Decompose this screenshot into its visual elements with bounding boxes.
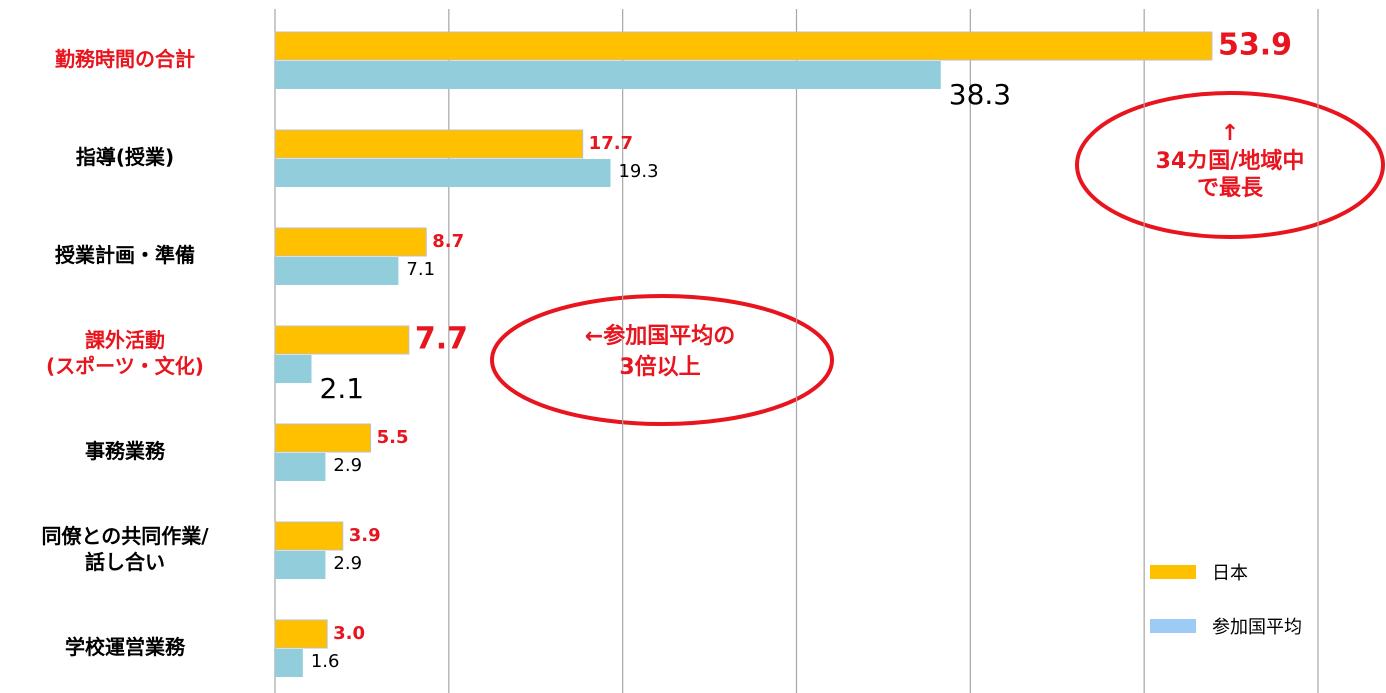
y-tick-label: 勤務時間の合計	[55, 47, 195, 71]
data-label: 19.3	[618, 161, 658, 182]
data-label: 1.6	[311, 651, 340, 672]
bar	[274, 521, 344, 551]
data-label: 3.9	[349, 525, 381, 546]
y-tick-label: 事務業務	[85, 439, 165, 463]
callout-ellipse	[490, 294, 834, 426]
annotation: ←参加国平均の 3倍以上	[584, 324, 736, 380]
data-label: 7.1	[406, 259, 435, 280]
bar	[275, 649, 303, 677]
data-label: 38.3	[949, 78, 1011, 111]
bar	[275, 61, 941, 89]
data-label: 8.7	[432, 231, 464, 252]
annotation: ↑ 34カ国/地域中 で最長	[1155, 121, 1305, 201]
bar	[275, 159, 611, 187]
y-tick-label: 同僚との共同作業/ 話し合い	[41, 524, 209, 574]
data-label: 7.7	[415, 322, 468, 357]
callout-ellipse	[1075, 91, 1385, 239]
y-tick-label: 指導(授業)	[75, 145, 175, 169]
bar	[274, 129, 584, 159]
legend-label: 参加国平均	[1212, 617, 1302, 638]
data-label: 5.5	[377, 427, 409, 448]
bar	[274, 619, 328, 649]
bar	[275, 257, 399, 285]
bar	[275, 453, 326, 481]
bar	[274, 423, 372, 453]
bar	[275, 355, 312, 383]
bar	[274, 31, 1213, 61]
legend-label: 日本	[1212, 563, 1248, 584]
bar	[275, 551, 326, 579]
legend-swatch	[1150, 619, 1196, 633]
data-label: 2.9	[333, 455, 362, 476]
data-label: 53.9	[1218, 28, 1292, 63]
data-label: 2.1	[320, 372, 365, 405]
data-label: 3.0	[333, 623, 365, 644]
legend-swatch	[1150, 565, 1196, 579]
y-tick-label: 課外活動 (スポーツ・文化)	[46, 328, 204, 378]
data-label: 2.9	[333, 553, 362, 574]
bar	[274, 325, 410, 355]
y-tick-label: 授業計画・準備	[55, 243, 195, 267]
bar	[274, 227, 427, 257]
y-tick-label: 学校運営業務	[65, 635, 185, 659]
data-label: 17.7	[589, 133, 633, 154]
